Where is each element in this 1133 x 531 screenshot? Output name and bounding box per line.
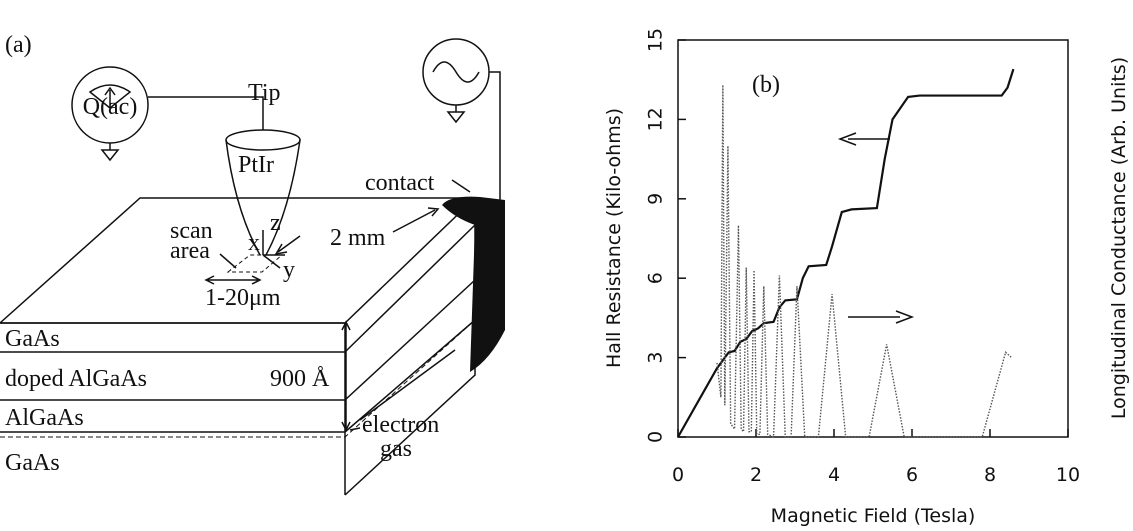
y-tick-label: 9 (645, 193, 667, 205)
source-label: Q(ac) (83, 94, 138, 120)
diagram: (a) Q(ac) Tip PtIr contact 2 mm z x y sc… (0, 32, 505, 496)
z-label: z (270, 210, 281, 236)
sine (432, 61, 480, 83)
distance-label: 2 mm (330, 225, 386, 251)
x-tick-label: 6 (906, 464, 918, 486)
chart: (b) Magnetic Field (Tesla) Hall Resistan… (603, 28, 1130, 527)
series-line (677, 68, 1015, 438)
x-tick-label: 0 (672, 464, 684, 486)
y2-axis-label: Longitudinal Conductance (Arb. Units) (1108, 57, 1130, 419)
block (0, 198, 476, 496)
gas-leader (359, 349, 456, 421)
y-tick-label: 3 (645, 352, 667, 364)
electron-gas-plane (0, 319, 476, 438)
layer-label: doped AlGaAs (5, 366, 147, 392)
x-tick-label: 8 (984, 464, 996, 486)
panel-label: (b) (752, 72, 780, 98)
distance-arrow-left (274, 235, 301, 256)
tip-material: PtIr (238, 152, 274, 178)
y-tick-label: 0 (645, 431, 667, 443)
tip-label: Tip (248, 80, 280, 106)
x-axis-label: Magnetic Field (Tesla) (771, 505, 976, 527)
arrow-left (837, 132, 890, 146)
contact-pad (442, 196, 505, 372)
contact-label: contact (365, 170, 435, 196)
tip-body (225, 139, 301, 256)
depth-arrow (341, 320, 361, 432)
x-tick-label: 10 (1056, 464, 1080, 486)
x-tick-label: 4 (828, 464, 840, 486)
wire (148, 96, 264, 130)
x-tick-label: 2 (750, 464, 762, 486)
contact-leader (451, 179, 471, 193)
y-tick-label: 6 (645, 272, 667, 284)
ac-wire (446, 71, 501, 200)
scan-size: 1-20μm (205, 285, 281, 311)
layer-label: GaAs (5, 326, 60, 352)
arrow-right (848, 310, 915, 324)
y-tick-label: 12 (645, 107, 667, 131)
panel-label: (a) (5, 32, 32, 58)
gas-label: gas (380, 436, 412, 462)
scan-area (226, 254, 284, 273)
y-label: y (283, 257, 295, 283)
y-tick-label: 15 (645, 28, 667, 52)
gas-label: electron (362, 412, 439, 438)
x-label: x (248, 230, 260, 256)
plot-frame (677, 39, 1069, 438)
tip-top (225, 129, 301, 151)
meter-icon (88, 84, 132, 109)
layer-label: AlGaAs (5, 405, 84, 431)
scan-arrows (204, 253, 262, 285)
layer-label: GaAs (5, 450, 60, 476)
y-axis-label: Hall Resistance (Kilo-ohms) (603, 108, 625, 368)
ground (100, 143, 120, 162)
scan-label: scan (170, 218, 213, 244)
series-line (716, 84, 1012, 439)
distance-arrow-right (392, 207, 440, 233)
depth-label: 900 Å (270, 366, 330, 392)
scan-label: area (170, 238, 210, 264)
